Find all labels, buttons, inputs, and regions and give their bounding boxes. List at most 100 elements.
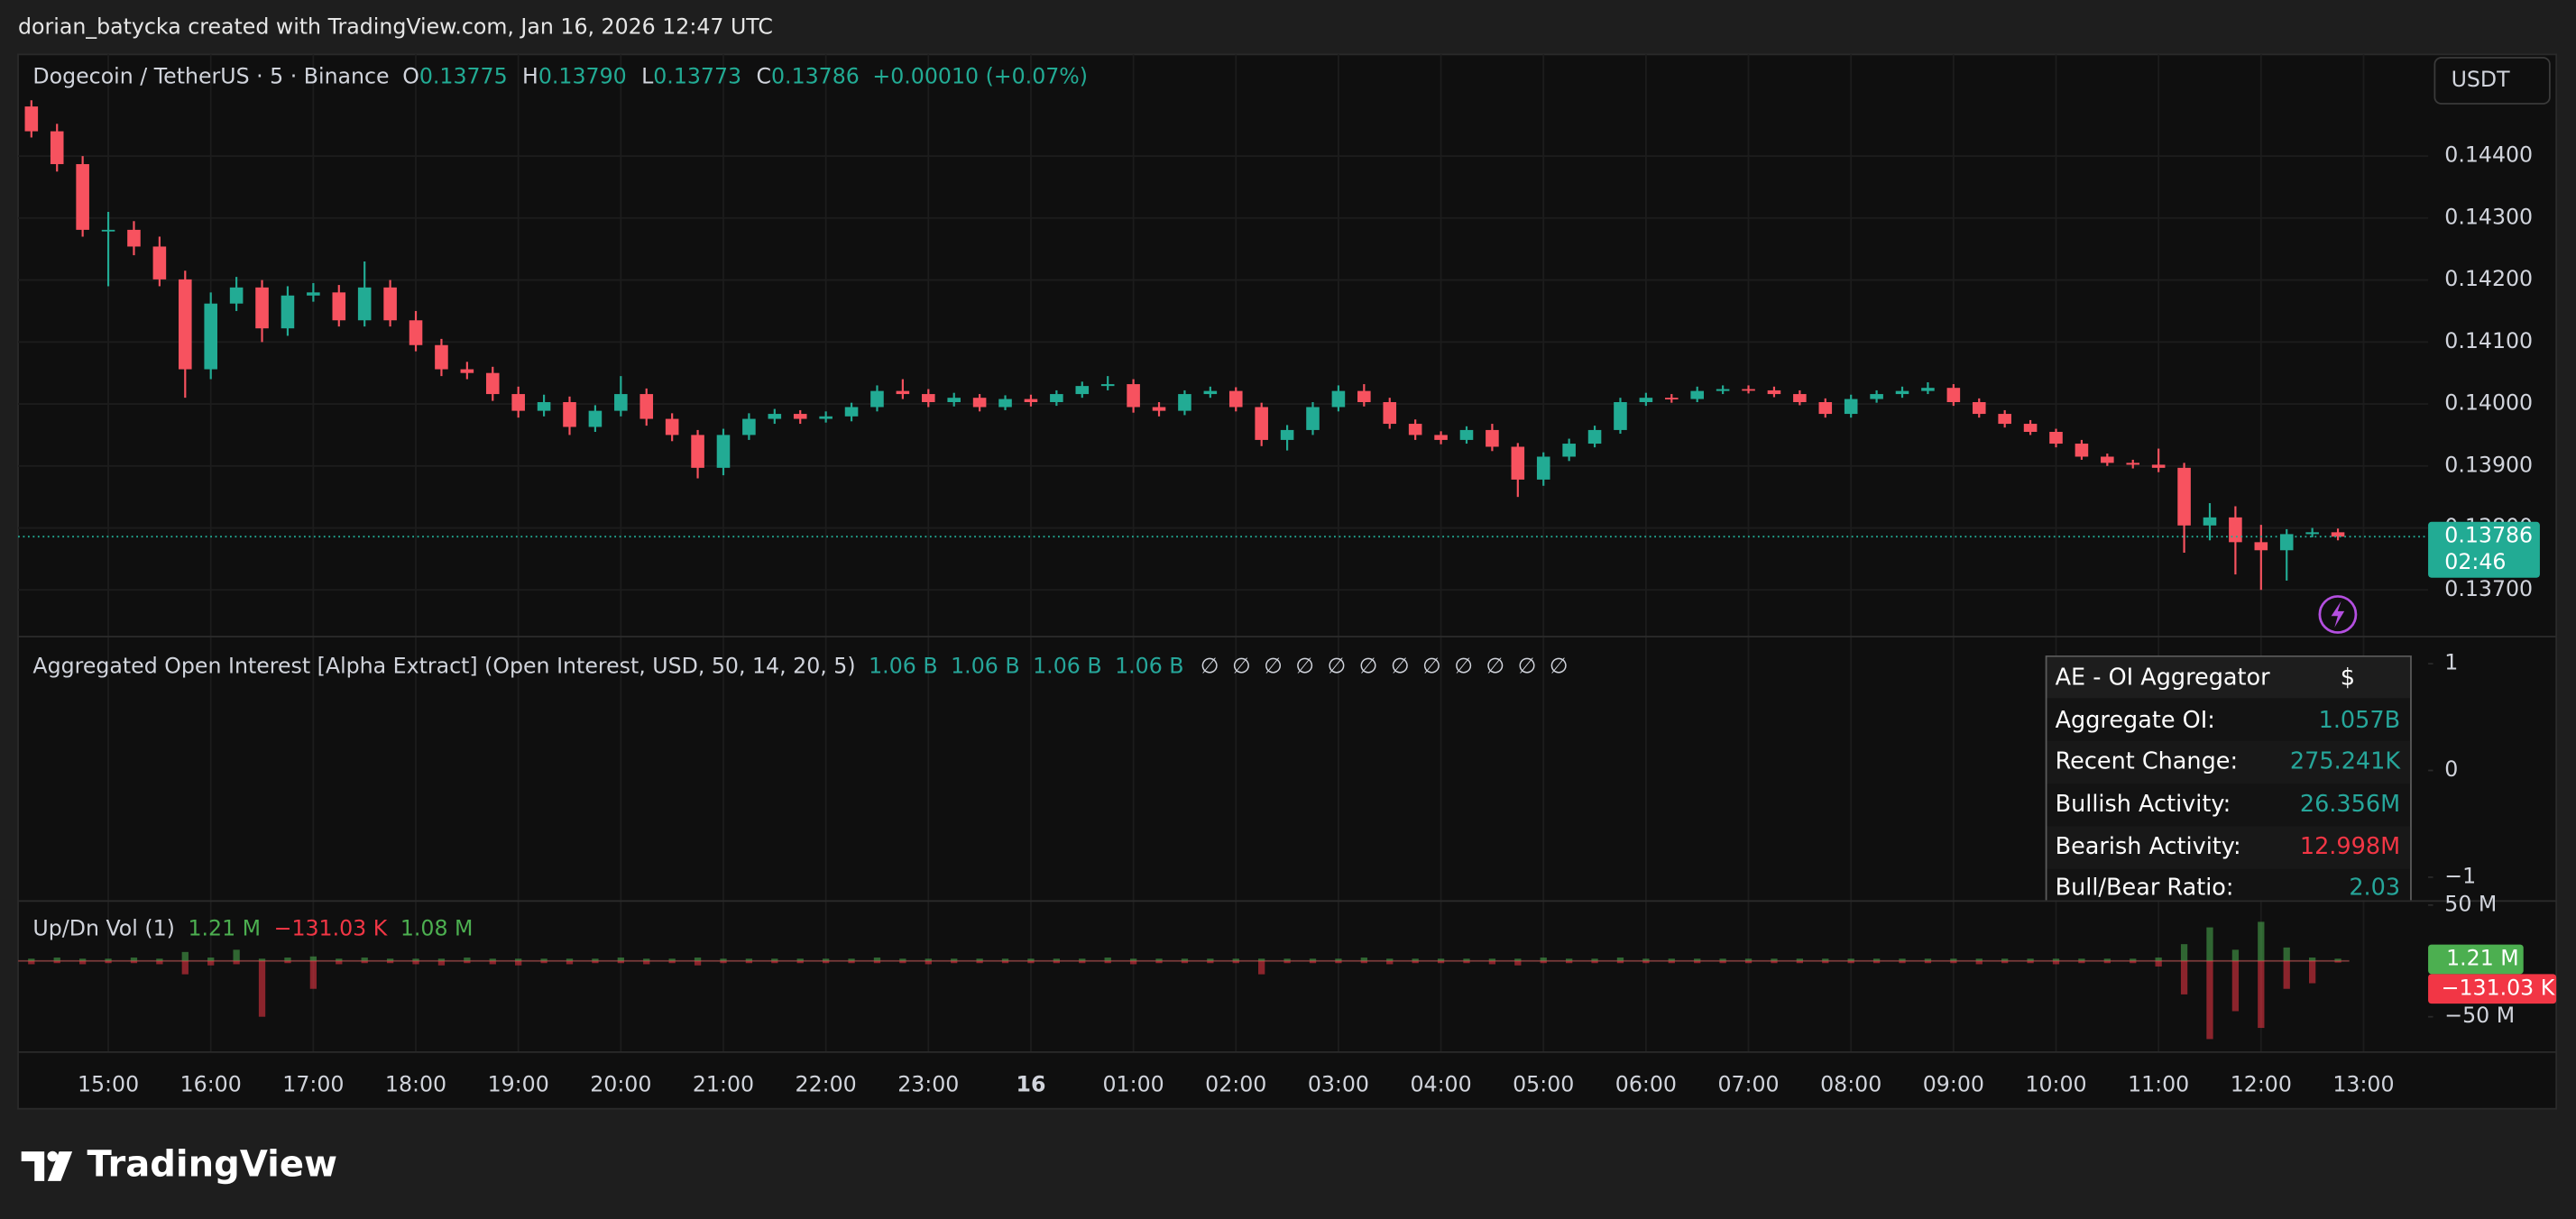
volume-bar bbox=[771, 960, 778, 964]
volume-bar bbox=[1719, 958, 1726, 961]
candle-body bbox=[768, 414, 782, 419]
candle-body bbox=[972, 398, 987, 408]
legend-text: Up/Dn Vol (1) bbox=[32, 916, 174, 941]
volume-bar bbox=[1079, 960, 1086, 964]
volume-bar bbox=[284, 960, 291, 964]
volume-bar bbox=[284, 958, 291, 961]
volume-bar bbox=[309, 960, 317, 989]
volume-bar bbox=[258, 960, 266, 1017]
volume-bar bbox=[1514, 960, 1522, 966]
volume-bar bbox=[489, 960, 496, 965]
volume-bar bbox=[1642, 958, 1650, 961]
legend-text: −131.03 K bbox=[274, 916, 389, 941]
volume-bar bbox=[1514, 958, 1522, 961]
volume-bar bbox=[156, 960, 163, 965]
candle-body bbox=[1383, 401, 1397, 425]
volume-bar bbox=[1437, 960, 1445, 964]
volume-bar bbox=[309, 956, 317, 961]
volume-bar bbox=[53, 958, 60, 961]
volume-bar bbox=[1386, 958, 1394, 961]
volume-bar bbox=[617, 960, 624, 964]
volume-bar bbox=[951, 960, 958, 964]
legend-text: 1.08 M bbox=[400, 916, 474, 941]
volume-bar bbox=[515, 958, 522, 961]
volume-bar bbox=[181, 951, 189, 961]
candle-body bbox=[1587, 429, 1602, 445]
table-label: Bearish Activity: bbox=[2056, 833, 2241, 860]
volume-bar bbox=[1540, 960, 1547, 964]
currency-button-label[interactable]: USDT bbox=[2452, 67, 2511, 92]
volume-bar bbox=[78, 960, 87, 965]
volume-bar bbox=[2155, 960, 2162, 967]
volume-bar bbox=[1463, 958, 1470, 961]
candle-body bbox=[281, 295, 295, 329]
candle-body bbox=[1152, 407, 1166, 411]
volume-bar bbox=[617, 958, 624, 961]
candle-body bbox=[588, 410, 603, 427]
candle-body bbox=[1716, 389, 1730, 391]
candle-body bbox=[1100, 384, 1115, 387]
volume-bar bbox=[1258, 958, 1265, 961]
logo-text[interactable]: TradingView bbox=[87, 1143, 338, 1185]
volume-bar bbox=[1104, 960, 1111, 964]
candle-body bbox=[1357, 390, 1371, 402]
x-tick-label: 08:00 bbox=[1820, 1072, 1881, 1097]
candle-body bbox=[1255, 407, 1268, 440]
volume-bar bbox=[1079, 958, 1086, 961]
candle-body bbox=[844, 407, 859, 417]
candle-body bbox=[1075, 386, 1090, 395]
volume-bar bbox=[361, 960, 368, 964]
volume-bar bbox=[1847, 960, 1854, 964]
volume-bar bbox=[796, 958, 804, 961]
volume-bar bbox=[1335, 960, 1342, 964]
volume-bar bbox=[1591, 958, 1598, 961]
volume-bar bbox=[720, 958, 727, 961]
volume-bar bbox=[1104, 958, 1111, 961]
legend-text: L bbox=[641, 63, 654, 88]
candle-body bbox=[1844, 399, 1858, 415]
volume-bar bbox=[156, 958, 163, 961]
volume-bar bbox=[745, 960, 753, 964]
legend-text: 1.06 B bbox=[1033, 653, 1101, 678]
up-volume-box bbox=[2428, 944, 2524, 975]
volume-bar bbox=[899, 958, 906, 961]
volume-bar bbox=[2130, 960, 2137, 964]
y-tick-label: 0.13900 bbox=[2444, 452, 2533, 477]
candle-body bbox=[229, 287, 244, 304]
table-label: Aggregate OI: bbox=[2056, 707, 2215, 734]
alert-icon[interactable] bbox=[2318, 595, 2358, 634]
volume-bar bbox=[207, 960, 215, 966]
candle-body bbox=[2101, 456, 2114, 463]
x-tick-label: 18:00 bbox=[385, 1072, 446, 1097]
candle-body bbox=[1793, 394, 1807, 402]
volume-bar bbox=[668, 960, 676, 964]
volume-bar bbox=[437, 958, 446, 961]
volume-bar bbox=[412, 960, 419, 965]
legend-text: 1.06 B bbox=[951, 653, 1019, 678]
volume-bar bbox=[1463, 960, 1470, 964]
volume-bar bbox=[1488, 958, 1496, 961]
table-label: Bullish Activity: bbox=[2056, 791, 2231, 818]
volume-bar bbox=[1565, 960, 1573, 964]
candle-body bbox=[563, 401, 576, 427]
candle-body bbox=[460, 369, 474, 373]
volume-bar bbox=[464, 958, 471, 961]
volume-bar bbox=[1181, 958, 1189, 961]
volume-bar bbox=[2001, 960, 2009, 964]
candle-body bbox=[1972, 401, 1986, 415]
volume-bar bbox=[105, 960, 112, 964]
oi-table: AE - OI Aggregator $ Aggregate OI: 1.057… bbox=[2045, 655, 2412, 901]
volume-bar bbox=[720, 960, 727, 964]
currency-button[interactable] bbox=[2433, 57, 2551, 105]
volume-bar bbox=[1540, 958, 1547, 961]
candle-body bbox=[511, 394, 525, 411]
candle-body bbox=[639, 394, 654, 419]
volume-bar bbox=[2231, 960, 2240, 1012]
x-tick-label: 01:00 bbox=[1103, 1072, 1164, 1097]
candle-body bbox=[2279, 534, 2294, 551]
volume-bar bbox=[1386, 960, 1394, 965]
volume-bar bbox=[1975, 960, 1983, 965]
volume-bar bbox=[1872, 960, 1881, 964]
tradingview-logo[interactable]: TradingView bbox=[21, 1143, 338, 1185]
candle-body bbox=[922, 394, 935, 402]
